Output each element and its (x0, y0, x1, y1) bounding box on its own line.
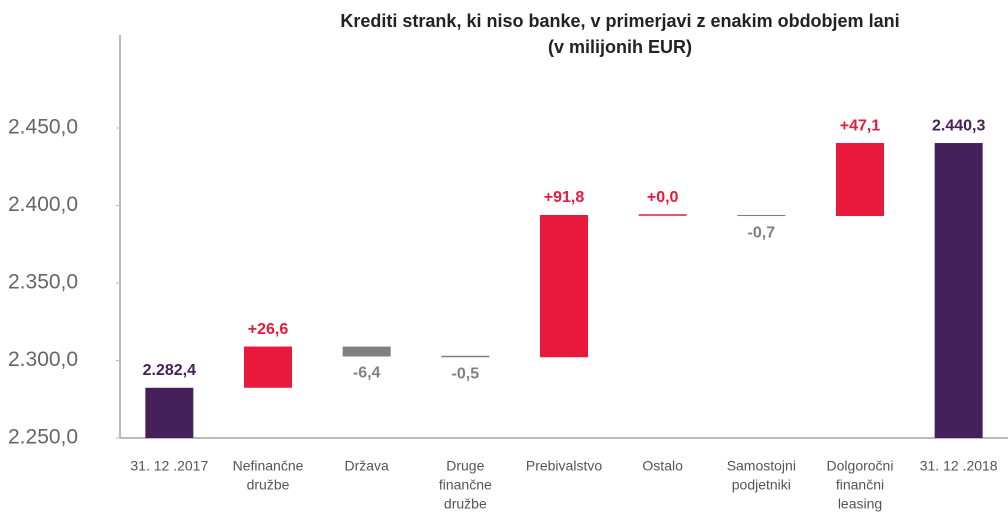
y-tick-label: 2.400,0 (8, 193, 78, 216)
x-tick-label: finančne (439, 477, 492, 493)
y-tick-label: 2.450,0 (8, 116, 78, 139)
bar (836, 143, 884, 217)
y-tick-label: 2.350,0 (8, 271, 78, 294)
data-label: -6,4 (353, 365, 381, 382)
x-tick-label: Država (344, 458, 389, 474)
y-tick-label: 2.300,0 (8, 348, 78, 371)
x-tick-label: družbe (444, 496, 487, 512)
bar (342, 346, 391, 357)
x-tick-label: Nefinančne (233, 458, 304, 474)
data-label: 2.282,4 (143, 362, 196, 379)
x-tick-label: Prebivalstvo (526, 458, 602, 474)
data-label: +0,0 (647, 189, 679, 206)
x-tick-label: Ostalo (642, 458, 683, 474)
x-tick-label: 31. 12 .2017 (130, 458, 208, 474)
bar (540, 214, 588, 358)
bar (145, 387, 194, 438)
x-tick-label: podjetniki (732, 477, 791, 493)
x-tick-label: Samostojni (727, 458, 796, 474)
x-tick-label: finančni (836, 477, 884, 493)
bar (244, 346, 292, 388)
data-label: +47,1 (840, 117, 881, 134)
data-label: -0,5 (452, 365, 480, 382)
bar (737, 214, 786, 217)
chart-title: (v milijonih EUR) (548, 37, 692, 57)
x-tick-label: 31. 12 .2018 (920, 458, 998, 474)
chart-title: Krediti strank, ki niso banke, v primerj… (340, 11, 899, 31)
x-tick-label: Druge (446, 458, 484, 474)
data-label: +91,8 (544, 189, 585, 206)
data-label: -0,7 (748, 224, 776, 241)
data-label: 2.440,3 (932, 117, 985, 134)
x-tick-label: Dolgoročni (827, 458, 894, 474)
x-tick-label: družbe (247, 477, 290, 493)
data-label: +26,6 (248, 321, 289, 338)
bar (934, 143, 983, 438)
x-tick-label: leasing (838, 496, 882, 512)
y-tick-label: 2.250,0 (8, 426, 78, 449)
